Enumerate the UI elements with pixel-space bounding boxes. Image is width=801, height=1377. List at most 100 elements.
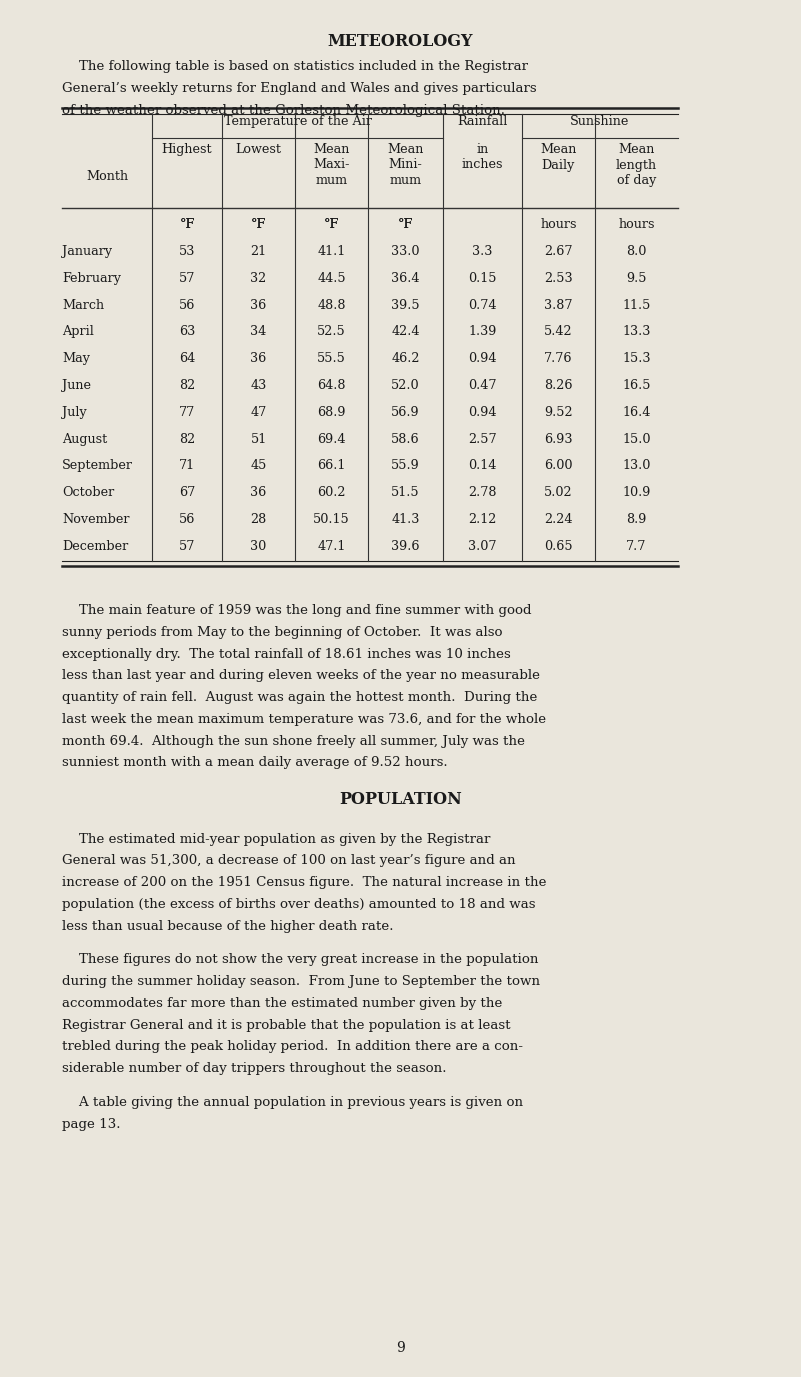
Text: month 69.4.  Although the sun shone freely all summer, July was the: month 69.4. Although the sun shone freel…: [62, 735, 525, 748]
Text: exceptionally dry.  The total rainfall of 18.61 inches was 10 inches: exceptionally dry. The total rainfall of…: [62, 647, 511, 661]
Text: 2.57: 2.57: [469, 432, 497, 446]
Text: Mean
Maxi-
mum: Mean Maxi- mum: [313, 143, 350, 187]
Text: 63: 63: [179, 325, 195, 339]
Text: 0.47: 0.47: [469, 379, 497, 392]
Text: 56: 56: [179, 299, 195, 311]
Text: 0.15: 0.15: [469, 271, 497, 285]
Text: trebled during the peak holiday period.  In addition there are a con-: trebled during the peak holiday period. …: [62, 1040, 523, 1053]
Text: POPULATION: POPULATION: [339, 792, 462, 808]
Text: siderable number of day trippers throughout the season.: siderable number of day trippers through…: [62, 1062, 446, 1075]
Text: 53: 53: [179, 245, 195, 257]
Text: °F: °F: [324, 218, 339, 231]
Text: in
inches: in inches: [461, 143, 503, 172]
Text: January: January: [62, 245, 112, 257]
Text: 60.2: 60.2: [317, 486, 346, 500]
Text: 16.5: 16.5: [622, 379, 650, 392]
Text: population (the excess of births over deaths) amounted to 18 and was: population (the excess of births over de…: [62, 898, 536, 910]
Text: 8.26: 8.26: [544, 379, 573, 392]
Text: Rainfall: Rainfall: [457, 116, 508, 128]
Text: 64.8: 64.8: [317, 379, 346, 392]
Text: 5.02: 5.02: [544, 486, 573, 500]
Text: General’s weekly returns for England and Wales and gives particulars: General’s weekly returns for England and…: [62, 81, 537, 95]
Text: May: May: [62, 353, 90, 365]
Text: 82: 82: [179, 379, 195, 392]
Text: 41.1: 41.1: [317, 245, 345, 257]
Text: 1.39: 1.39: [469, 325, 497, 339]
Text: 69.4: 69.4: [317, 432, 346, 446]
Text: 45: 45: [250, 460, 267, 472]
Text: 50.15: 50.15: [313, 514, 350, 526]
Text: 52.5: 52.5: [317, 325, 346, 339]
Text: Mean
length
of day: Mean length of day: [616, 143, 657, 187]
Text: 67: 67: [179, 486, 195, 500]
Text: 47: 47: [251, 406, 267, 419]
Text: 30: 30: [251, 540, 267, 552]
Text: 13.0: 13.0: [622, 460, 650, 472]
Text: 36: 36: [251, 353, 267, 365]
Text: 42.4: 42.4: [391, 325, 420, 339]
Text: 43: 43: [251, 379, 267, 392]
Text: °F: °F: [324, 218, 339, 231]
Text: less than usual because of the higher death rate.: less than usual because of the higher de…: [62, 920, 393, 932]
Text: 77: 77: [179, 406, 195, 419]
Text: page 13.: page 13.: [62, 1118, 120, 1131]
Text: Highest: Highest: [162, 143, 212, 156]
Text: 2.78: 2.78: [469, 486, 497, 500]
Text: December: December: [62, 540, 128, 552]
Text: 57: 57: [179, 271, 195, 285]
Text: 9.52: 9.52: [544, 406, 573, 419]
Text: °F: °F: [398, 218, 413, 231]
Text: 2.24: 2.24: [544, 514, 573, 526]
Text: April: April: [62, 325, 94, 339]
Text: hours: hours: [540, 218, 577, 231]
Text: 36: 36: [251, 486, 267, 500]
Text: 6.00: 6.00: [544, 460, 573, 472]
Text: Mean
Daily: Mean Daily: [541, 143, 577, 172]
Text: 56: 56: [179, 514, 195, 526]
Text: 41.3: 41.3: [392, 514, 420, 526]
Text: 28: 28: [251, 514, 267, 526]
Text: 2.53: 2.53: [544, 271, 573, 285]
Text: 16.4: 16.4: [622, 406, 650, 419]
Text: 21: 21: [251, 245, 267, 257]
Text: 3.07: 3.07: [469, 540, 497, 552]
Text: Registrar General and it is probable that the population is at least: Registrar General and it is probable tha…: [62, 1019, 510, 1031]
Text: 55.9: 55.9: [391, 460, 420, 472]
Text: 15.0: 15.0: [622, 432, 650, 446]
Text: Sunshine: Sunshine: [570, 116, 630, 128]
Text: sunniest month with a mean daily average of 9.52 hours.: sunniest month with a mean daily average…: [62, 756, 448, 770]
Text: 7.76: 7.76: [544, 353, 573, 365]
Text: 66.1: 66.1: [317, 460, 346, 472]
Text: accommodates far more than the estimated number given by the: accommodates far more than the estimated…: [62, 997, 502, 1009]
Text: 64: 64: [179, 353, 195, 365]
Text: °F: °F: [251, 218, 266, 231]
Text: Month: Month: [86, 169, 128, 183]
Text: 46.2: 46.2: [391, 353, 420, 365]
Text: sunny periods from May to the beginning of October.  It was also: sunny periods from May to the beginning …: [62, 627, 502, 639]
Text: 58.6: 58.6: [391, 432, 420, 446]
Text: 9: 9: [396, 1341, 405, 1355]
Text: Mean
Mini-
mum: Mean Mini- mum: [388, 143, 424, 187]
Text: 33.0: 33.0: [391, 245, 420, 257]
Text: General was 51,300, a decrease of 100 on last year’s figure and an: General was 51,300, a decrease of 100 on…: [62, 854, 516, 868]
Text: 51: 51: [251, 432, 267, 446]
Text: quantity of rain fell.  August was again the hottest month.  During the: quantity of rain fell. August was again …: [62, 691, 537, 704]
Text: The following table is based on statistics included in the Registrar: The following table is based on statisti…: [62, 61, 528, 73]
Text: 5.42: 5.42: [544, 325, 573, 339]
Text: The estimated mid-year population as given by the Registrar: The estimated mid-year population as giv…: [62, 833, 490, 845]
Text: 52.0: 52.0: [391, 379, 420, 392]
Text: These figures do not show the very great increase in the population: These figures do not show the very great…: [62, 953, 538, 967]
Text: July: July: [62, 406, 87, 419]
Text: °F: °F: [251, 218, 266, 231]
Text: °F: °F: [398, 218, 413, 231]
Text: 82: 82: [179, 432, 195, 446]
Text: October: October: [62, 486, 115, 500]
Text: November: November: [62, 514, 130, 526]
Text: February: February: [62, 271, 121, 285]
Text: 47.1: 47.1: [317, 540, 346, 552]
Text: 44.5: 44.5: [317, 271, 346, 285]
Text: of the weather observed at the Gorleston Meteorological Station.: of the weather observed at the Gorleston…: [62, 103, 505, 117]
Text: 56.9: 56.9: [391, 406, 420, 419]
Text: August: August: [62, 432, 107, 446]
Text: 2.67: 2.67: [544, 245, 573, 257]
